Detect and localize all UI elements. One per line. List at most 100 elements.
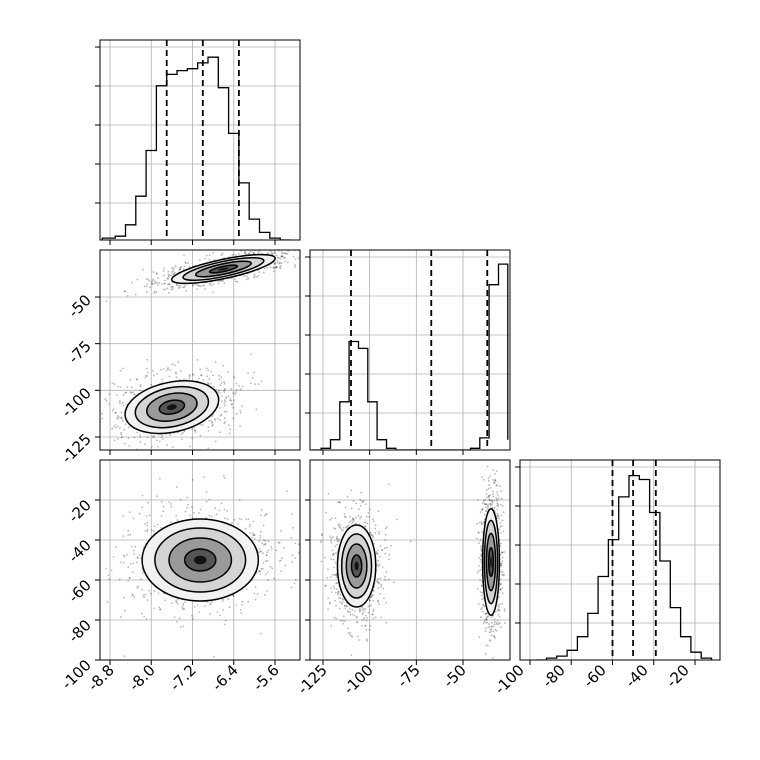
sample-point xyxy=(138,434,141,437)
sample-point xyxy=(385,621,388,624)
sample-point xyxy=(164,599,166,602)
sample-point xyxy=(498,528,500,530)
sample-point xyxy=(160,436,163,439)
sample-point xyxy=(134,545,137,548)
sample-point xyxy=(182,605,184,607)
sample-point xyxy=(185,290,188,292)
sample-point xyxy=(220,376,223,378)
sample-point xyxy=(488,623,491,625)
sample-point xyxy=(481,610,484,613)
sample-point xyxy=(154,282,157,284)
sample-point xyxy=(262,524,265,527)
sample-point xyxy=(157,277,160,280)
sample-point xyxy=(499,589,502,591)
sample-point xyxy=(359,610,361,613)
sample-point xyxy=(121,418,124,420)
sample-point xyxy=(199,423,202,426)
sample-point xyxy=(304,251,306,253)
sample-point xyxy=(207,369,210,372)
sample-point xyxy=(476,499,479,501)
sample-point xyxy=(152,282,155,285)
sample-point xyxy=(128,445,131,447)
sample-point xyxy=(115,426,117,429)
sample-point xyxy=(241,405,244,408)
sample-point xyxy=(110,569,113,572)
sample-point xyxy=(119,402,121,405)
sample-point xyxy=(377,600,379,603)
sample-point xyxy=(194,429,197,432)
sample-point xyxy=(368,531,371,534)
sample-point xyxy=(232,594,235,597)
sample-point xyxy=(482,597,485,600)
sample-point xyxy=(192,285,194,287)
sample-point xyxy=(151,283,154,286)
sample-point xyxy=(383,597,385,600)
sample-point xyxy=(493,623,496,625)
panel-frame xyxy=(309,249,511,451)
sample-point xyxy=(264,539,267,542)
sample-point xyxy=(259,573,262,575)
sample-point xyxy=(241,385,244,388)
sample-point xyxy=(201,424,204,427)
sample-point xyxy=(275,266,278,268)
sample-point xyxy=(338,538,341,541)
sample-point xyxy=(122,393,125,396)
x2-tick-label: -100 xyxy=(491,661,528,698)
sample-point xyxy=(269,266,272,269)
sample-point xyxy=(180,370,182,373)
sample-point xyxy=(258,271,260,274)
sample-point xyxy=(167,275,170,278)
sample-point xyxy=(173,616,176,618)
sample-point xyxy=(199,368,202,371)
sample-point xyxy=(491,503,494,506)
sample-point xyxy=(375,552,378,555)
sample-point xyxy=(295,578,297,581)
sample-point xyxy=(134,456,136,458)
sample-point xyxy=(352,517,354,520)
sample-point xyxy=(294,258,297,260)
sample-point xyxy=(224,387,227,390)
sample-point xyxy=(339,501,341,504)
sample-point xyxy=(148,589,151,592)
sample-point xyxy=(214,361,217,363)
sample-point xyxy=(475,537,478,540)
sample-point xyxy=(167,270,170,273)
sample-point xyxy=(232,406,235,409)
sample-point xyxy=(280,255,283,258)
sample-point xyxy=(204,257,206,260)
sample-point xyxy=(485,489,488,491)
sample-point xyxy=(266,267,269,269)
sample-point xyxy=(209,602,212,605)
sample-point xyxy=(304,537,306,539)
sample-point xyxy=(342,622,345,625)
sample-point xyxy=(180,266,183,268)
sample-point xyxy=(334,573,337,576)
sample-point xyxy=(104,398,107,400)
sample-point xyxy=(345,526,347,529)
sample-point xyxy=(325,511,328,514)
y2-tick-label: -80 xyxy=(65,616,95,646)
sample-point xyxy=(481,507,484,510)
sample-point xyxy=(478,521,481,524)
sample-point xyxy=(249,523,252,526)
sample-point xyxy=(492,493,494,495)
sample-point xyxy=(491,501,494,504)
sample-point xyxy=(150,446,153,448)
sample-point xyxy=(281,255,284,258)
sample-point xyxy=(484,612,487,615)
sample-point xyxy=(168,501,171,504)
sample-point xyxy=(231,403,233,406)
sample-point xyxy=(140,557,142,560)
sample-point xyxy=(178,617,181,620)
y1-tick-label: -50 xyxy=(65,291,95,321)
sample-point xyxy=(177,603,179,605)
panel-frame xyxy=(99,39,301,241)
sample-point xyxy=(141,506,144,509)
sample-point xyxy=(332,553,335,556)
sample-point xyxy=(480,548,483,551)
sample-point xyxy=(156,372,159,375)
sample-point xyxy=(162,288,165,291)
sample-point xyxy=(487,504,489,507)
sample-point xyxy=(156,439,158,442)
sample-point xyxy=(253,592,256,595)
